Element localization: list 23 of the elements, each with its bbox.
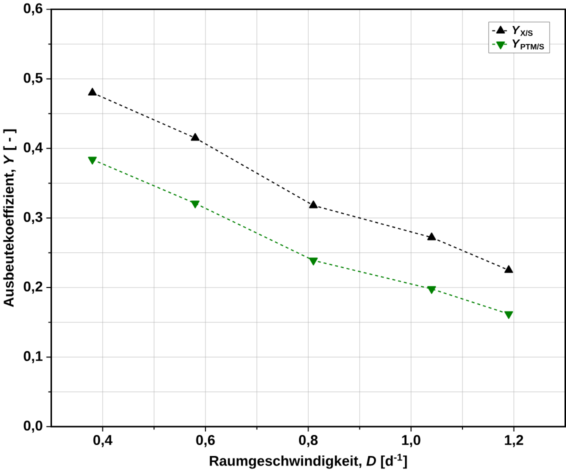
legend-label: Y$_{X/S}$ bbox=[512, 26, 533, 36]
y-tick-label: 0,6 bbox=[24, 3, 42, 16]
y-tick-label: 0,0 bbox=[24, 420, 42, 433]
x-axis-title: Raumgeschwindigkeit, D [d$^{-1}$] bbox=[210, 454, 407, 469]
point bbox=[190, 200, 200, 208]
y-tick-label: 0,3 bbox=[24, 212, 42, 224]
x-tick-label: 0,6 bbox=[196, 435, 215, 448]
y-tick-label: 0,5 bbox=[24, 72, 42, 85]
point bbox=[190, 133, 200, 141]
point bbox=[88, 88, 97, 96]
x-tick-label: 1,2 bbox=[504, 435, 524, 448]
point bbox=[427, 286, 436, 294]
y-tick-label: 0,4 bbox=[24, 142, 43, 154]
x-tick-label: 0,4 bbox=[93, 435, 112, 448]
y-axis-title: Ausbeutekoeffizient, Y [ - ] bbox=[3, 129, 16, 307]
point bbox=[309, 200, 318, 208]
y-tick-label: 0,2 bbox=[24, 282, 42, 294]
legend-label: Y$_{PTM/S}$ bbox=[512, 39, 544, 50]
y-tick-label: 0,1 bbox=[24, 351, 42, 364]
x-tick-label: 1,0 bbox=[402, 435, 420, 448]
point bbox=[309, 258, 318, 266]
point bbox=[504, 311, 514, 319]
x-tick-label: 0,8 bbox=[298, 435, 318, 448]
